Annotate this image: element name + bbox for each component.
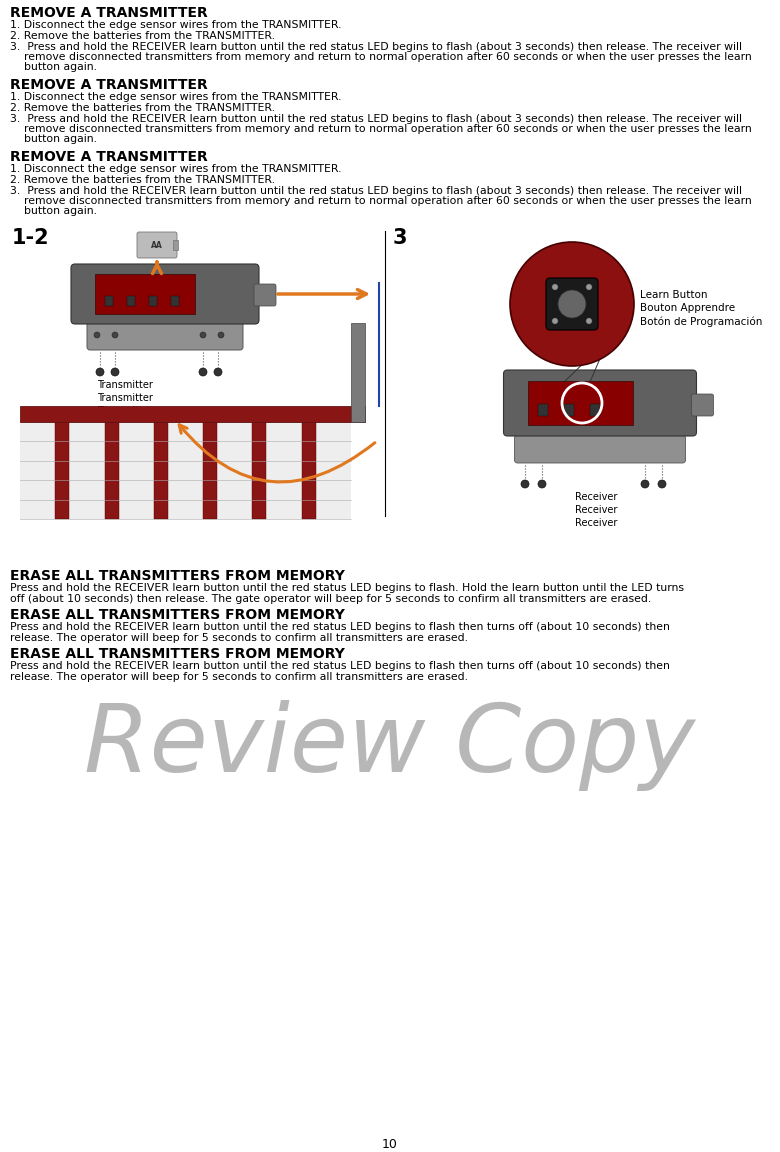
Circle shape — [214, 367, 222, 376]
Text: Transmitter
Transmitter
Transmitter: Transmitter Transmitter Transmitter — [97, 380, 153, 416]
Circle shape — [538, 480, 546, 488]
FancyBboxPatch shape — [515, 435, 686, 463]
Text: REMOVE A TRANSMITTER: REMOVE A TRANSMITTER — [10, 6, 207, 20]
Bar — [127, 296, 135, 306]
Bar — [95, 274, 195, 314]
Bar — [20, 406, 365, 422]
Text: ERASE ALL TRANSMITTERS FROM MEMORY: ERASE ALL TRANSMITTERS FROM MEMORY — [10, 608, 345, 622]
FancyBboxPatch shape — [71, 264, 259, 324]
Text: button again.: button again. — [10, 206, 97, 217]
Text: REMOVE A TRANSMITTER: REMOVE A TRANSMITTER — [10, 150, 207, 164]
FancyBboxPatch shape — [137, 232, 177, 258]
FancyBboxPatch shape — [504, 370, 697, 435]
Bar — [20, 422, 351, 520]
Text: REMOVE A TRANSMITTER: REMOVE A TRANSMITTER — [10, 78, 207, 92]
Bar — [105, 422, 119, 520]
Text: remove disconnected transmitters from memory and return to normal operation afte: remove disconnected transmitters from me… — [10, 124, 752, 134]
Circle shape — [112, 332, 118, 338]
Circle shape — [658, 480, 666, 488]
FancyBboxPatch shape — [546, 278, 598, 329]
Circle shape — [552, 318, 558, 324]
Bar — [149, 296, 157, 306]
FancyBboxPatch shape — [87, 320, 243, 350]
Text: off (about 10 seconds) then release. The gate operator will beep for 5 seconds t: off (about 10 seconds) then release. The… — [10, 594, 651, 604]
Bar — [528, 381, 633, 425]
Circle shape — [586, 318, 592, 324]
Circle shape — [521, 480, 529, 488]
Bar — [173, 240, 178, 250]
Text: Press and hold the RECEIVER learn button until the red status LED begins to flas: Press and hold the RECEIVER learn button… — [10, 661, 670, 670]
Text: AA: AA — [151, 241, 163, 250]
Bar — [564, 404, 574, 416]
Text: 2. Remove the batteries from the TRANSMITTER.: 2. Remove the batteries from the TRANSMI… — [10, 103, 275, 113]
Text: 3: 3 — [393, 228, 407, 248]
Text: Learn Button
Bouton Apprendre
Botón de Programación: Learn Button Bouton Apprendre Botón de P… — [640, 290, 762, 327]
Text: release. The operator will beep for 5 seconds to confirm all transmitters are er: release. The operator will beep for 5 se… — [10, 632, 468, 643]
Circle shape — [641, 480, 649, 488]
Bar — [590, 404, 600, 416]
Circle shape — [200, 332, 206, 338]
Circle shape — [96, 367, 104, 376]
Text: remove disconnected transmitters from memory and return to normal operation afte: remove disconnected transmitters from me… — [10, 52, 752, 62]
Circle shape — [218, 332, 224, 338]
Text: button again.: button again. — [10, 134, 97, 144]
Text: Review Copy: Review Copy — [84, 700, 696, 791]
Text: ERASE ALL TRANSMITTERS FROM MEMORY: ERASE ALL TRANSMITTERS FROM MEMORY — [10, 569, 345, 583]
Text: 2. Remove the batteries from the TRANSMITTER.: 2. Remove the batteries from the TRANSMI… — [10, 175, 275, 185]
Circle shape — [94, 332, 100, 338]
Circle shape — [558, 290, 586, 318]
Text: 1-2: 1-2 — [12, 228, 50, 248]
Bar — [154, 422, 168, 520]
Text: release. The operator will beep for 5 seconds to confirm all transmitters are er: release. The operator will beep for 5 se… — [10, 672, 468, 682]
Text: 2. Remove the batteries from the TRANSMITTER.: 2. Remove the batteries from the TRANSMI… — [10, 31, 275, 41]
Text: 1. Disconnect the edge sensor wires from the TRANSMITTER.: 1. Disconnect the edge sensor wires from… — [10, 20, 342, 30]
Text: Press and hold the RECEIVER learn button until the red status LED begins to flas: Press and hold the RECEIVER learn button… — [10, 583, 684, 593]
Circle shape — [510, 242, 634, 366]
Text: Press and hold the RECEIVER learn button until the red status LED begins to flas: Press and hold the RECEIVER learn button… — [10, 622, 670, 632]
Circle shape — [586, 285, 592, 290]
Text: Receiver
Receiver
Receiver: Receiver Receiver Receiver — [575, 492, 618, 528]
Bar — [302, 422, 316, 520]
Bar — [351, 323, 365, 422]
Bar — [253, 422, 267, 520]
Bar — [55, 422, 69, 520]
Text: 3.  Press and hold the RECEIVER learn button until the red status LED begins to : 3. Press and hold the RECEIVER learn but… — [10, 185, 742, 196]
Bar — [171, 296, 179, 306]
FancyBboxPatch shape — [254, 285, 276, 306]
Text: 3.  Press and hold the RECEIVER learn button until the red status LED begins to : 3. Press and hold the RECEIVER learn but… — [10, 114, 742, 124]
Text: ERASE ALL TRANSMITTERS FROM MEMORY: ERASE ALL TRANSMITTERS FROM MEMORY — [10, 647, 345, 661]
Circle shape — [199, 367, 207, 376]
Circle shape — [111, 367, 119, 376]
Bar — [105, 296, 113, 306]
Bar — [203, 422, 217, 520]
FancyBboxPatch shape — [692, 394, 714, 416]
Circle shape — [552, 285, 558, 290]
Text: 1. Disconnect the edge sensor wires from the TRANSMITTER.: 1. Disconnect the edge sensor wires from… — [10, 164, 342, 174]
Text: 3.  Press and hold the RECEIVER learn button until the red status LED begins to : 3. Press and hold the RECEIVER learn but… — [10, 41, 742, 52]
Text: button again.: button again. — [10, 62, 97, 71]
Text: 1. Disconnect the edge sensor wires from the TRANSMITTER.: 1. Disconnect the edge sensor wires from… — [10, 92, 342, 103]
Bar — [538, 404, 548, 416]
Text: 10: 10 — [382, 1138, 398, 1151]
Text: remove disconnected transmitters from memory and return to normal operation afte: remove disconnected transmitters from me… — [10, 196, 752, 206]
